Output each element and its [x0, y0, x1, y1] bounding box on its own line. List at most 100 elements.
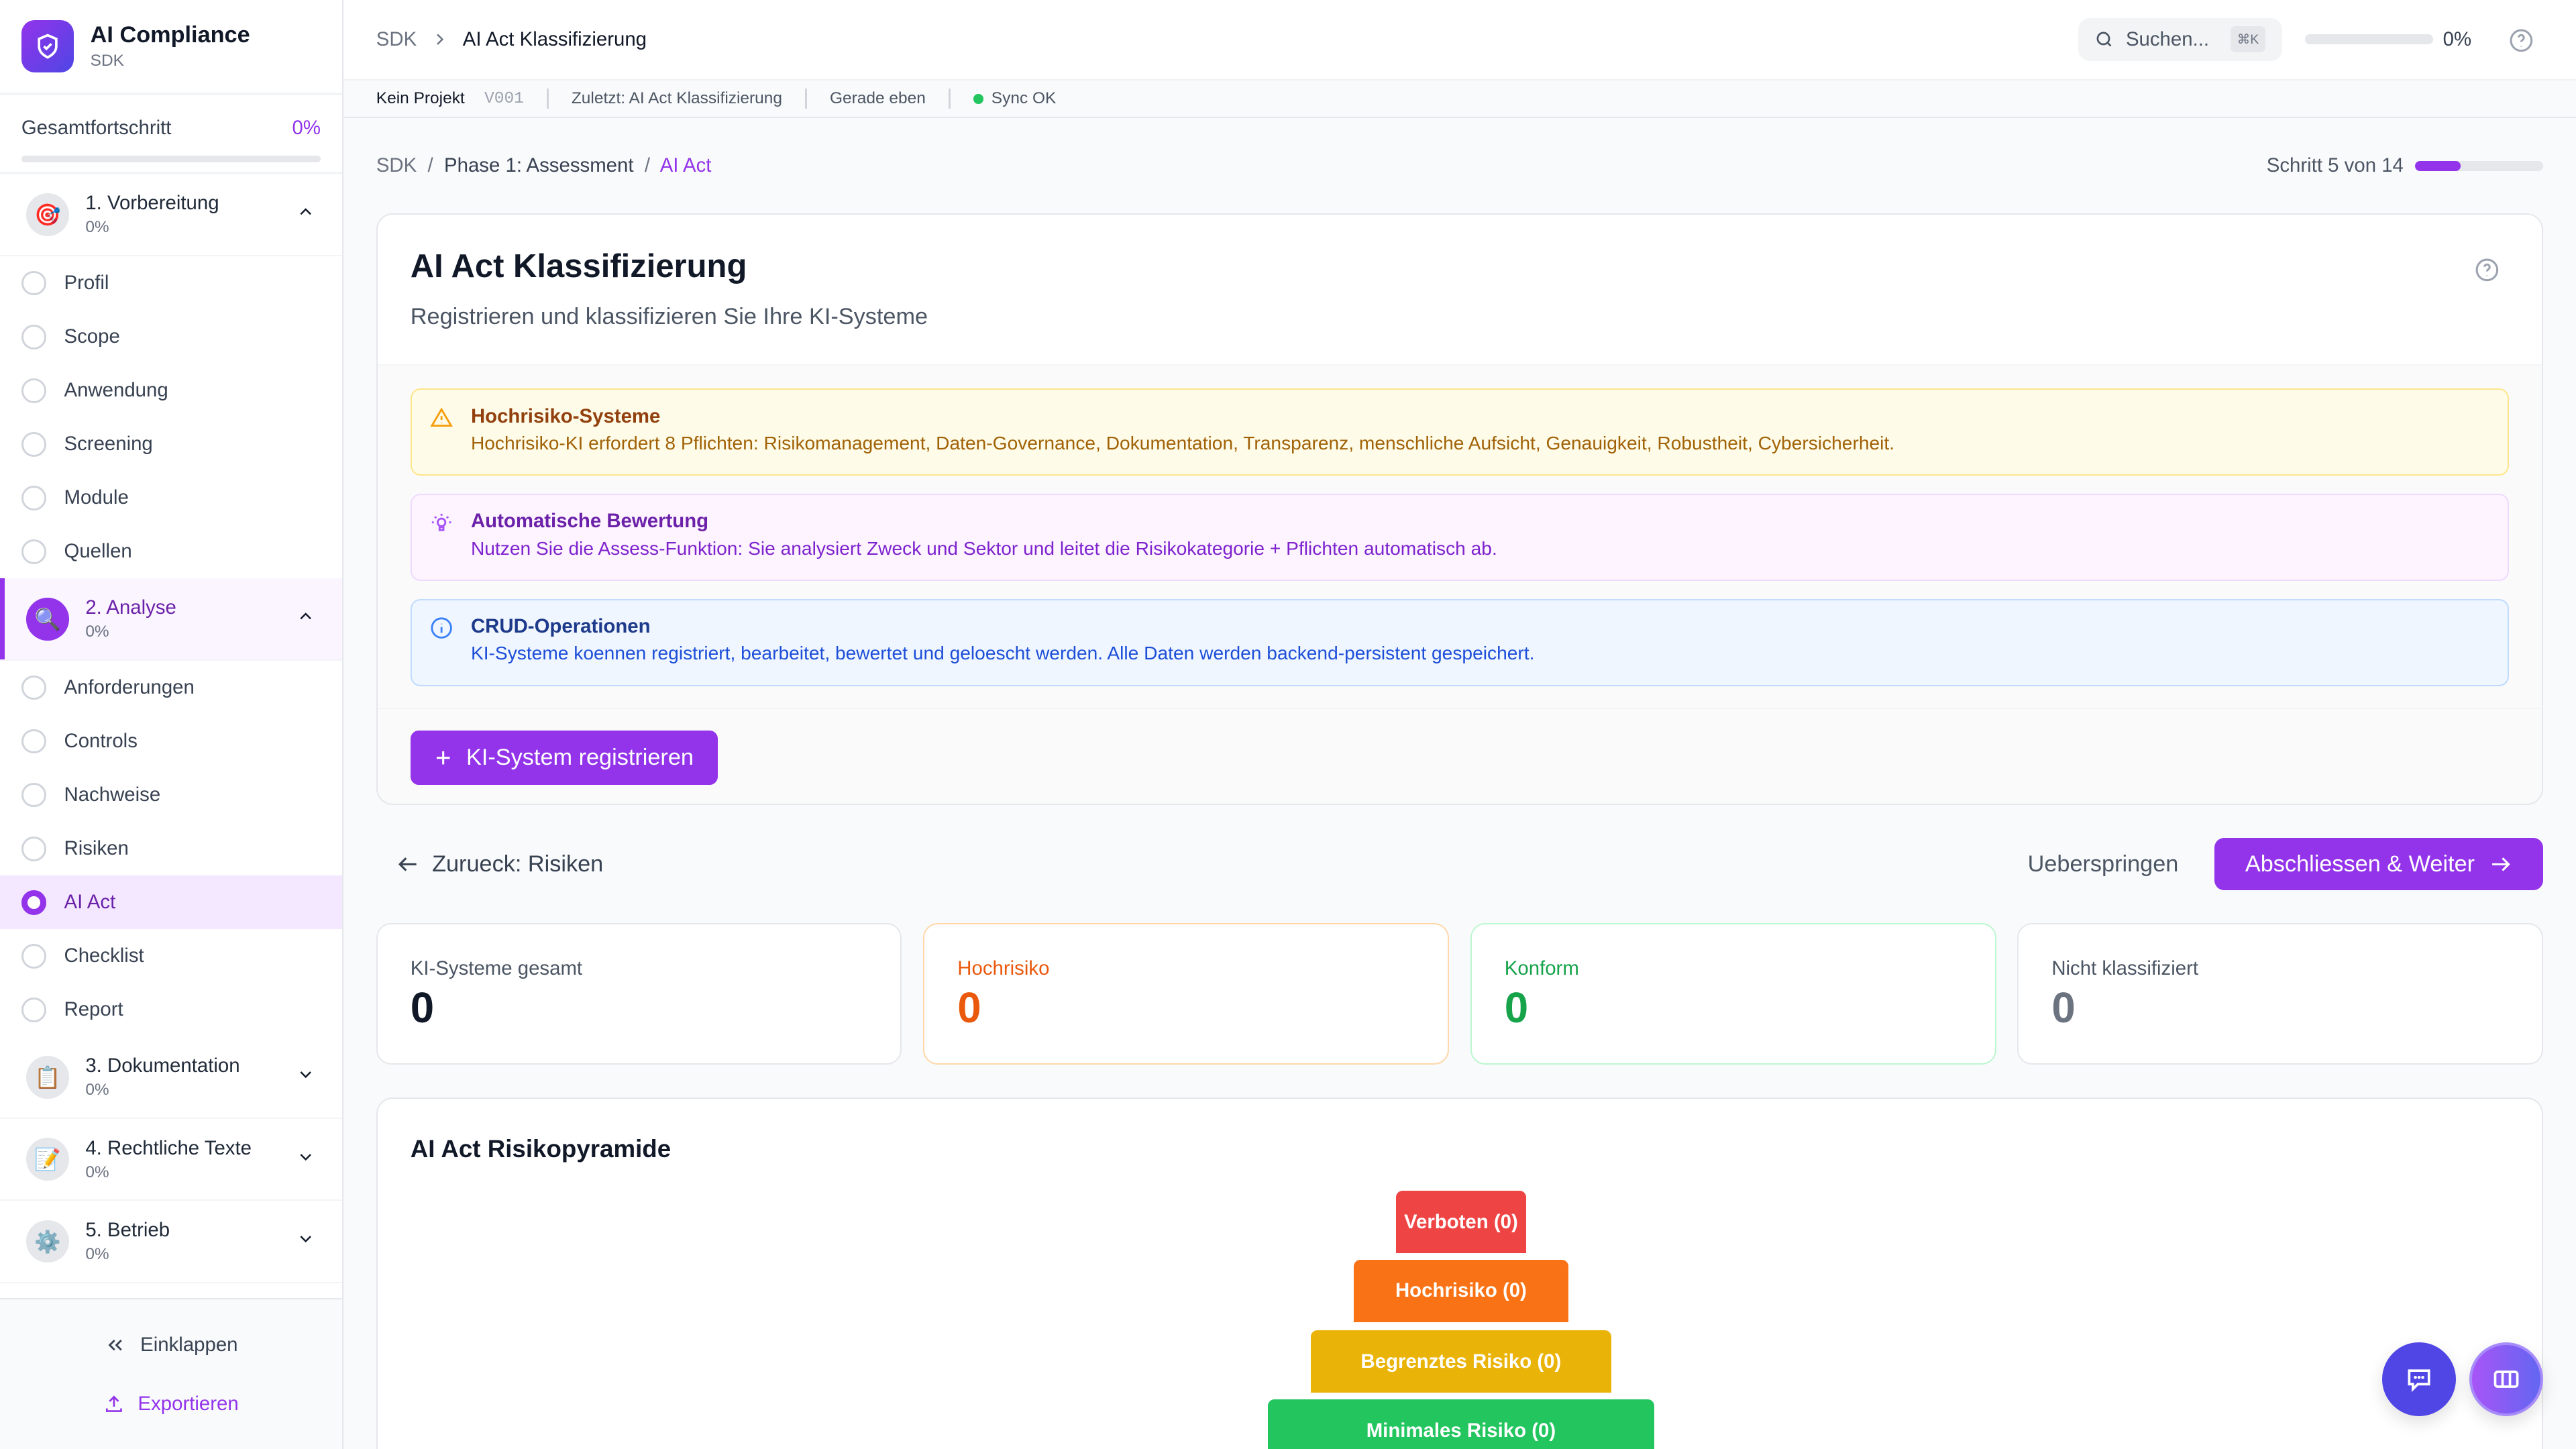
step-status-icon	[21, 378, 46, 403]
sidebar-step[interactable]: Risiken	[0, 822, 342, 875]
register-ai-system-button[interactable]: KI-System registrieren	[410, 730, 718, 785]
project-version: V001	[484, 89, 524, 108]
warning-icon	[430, 407, 453, 427]
progress-bar	[21, 156, 321, 163]
export-button[interactable]: Exportieren	[0, 1386, 342, 1422]
panel-toggle-button[interactable]	[2469, 1342, 2544, 1417]
sidebar-step[interactable]: Screening	[0, 417, 342, 471]
tier-limited-risk[interactable]: Begrenztes Risiko (0)	[1310, 1330, 1611, 1393]
step-label: Controls	[64, 730, 138, 753]
save-time: Gerade eben	[830, 89, 926, 108]
ai-act-card: AI Act Klassifizierung Registrieren und …	[376, 213, 2544, 805]
stat-value: 0	[2051, 984, 2076, 1032]
top-header: SDK AI Act Klassifizierung Suchen... ⌘K …	[343, 0, 2576, 80]
sidebar-step[interactable]: Quellen	[0, 525, 342, 578]
phase-title: 2. Analyse	[85, 596, 176, 619]
alert-crud: CRUD-Operationen KI-Systeme koennen regi…	[410, 598, 2510, 686]
brand-title: AI Compliance	[90, 22, 250, 48]
stat-card-compliant: Konform 0	[1470, 923, 1996, 1065]
stat-value: 0	[1504, 984, 1529, 1032]
step-status-icon	[21, 836, 46, 861]
step-status-icon	[21, 998, 46, 1022]
sidebar-phase-1[interactable]: 🎯 1. Vorbereitung 0%	[0, 174, 342, 257]
progress-value: 0%	[292, 116, 321, 139]
back-label: Zurueck: Risiken	[432, 851, 604, 877]
alert-text: Hochrisiko-KI erfordert 8 Pflichten: Ris…	[470, 432, 1895, 453]
phase-icon: 🔍	[26, 597, 69, 641]
lightbulb-icon	[431, 513, 451, 531]
sidebar-step[interactable]: Anforderungen	[0, 661, 342, 714]
help-icon[interactable]	[2509, 28, 2534, 53]
chevron-down-icon[interactable]	[296, 1229, 315, 1248]
sidebar-step[interactable]: AI Act	[0, 875, 342, 930]
phase-icon: ⚙️	[26, 1220, 69, 1263]
phase-progress: 0%	[85, 1163, 109, 1181]
help-icon[interactable]	[2475, 258, 2500, 282]
sync-status: Sync OK	[991, 89, 1057, 108]
sidebar-phase-4[interactable]: 📝 4. Rechtliche Texte 0%	[0, 1119, 342, 1201]
sidebar-phase-5[interactable]: ⚙️ 5. Betrieb 0%	[0, 1201, 342, 1283]
step-status-icon	[21, 890, 46, 915]
chevron-up-icon[interactable]	[296, 202, 315, 221]
sidebar-step[interactable]: Controls	[0, 714, 342, 768]
header-progress-bar	[2304, 34, 2433, 45]
sidebar-step[interactable]: Report	[0, 983, 342, 1036]
risk-pyramid-card: AI Act Risikopyramide Verboten (0) Hochr…	[376, 1097, 2544, 1449]
step-label: Quellen	[64, 540, 132, 563]
chevron-up-icon[interactable]	[296, 606, 315, 626]
search-button[interactable]: Suchen... ⌘K	[2078, 17, 2282, 61]
sidebar-step[interactable]: Scope	[0, 310, 342, 364]
phase-icon: 📝	[26, 1138, 69, 1181]
phase-icon: 📋	[26, 1055, 69, 1099]
complete-next-button[interactable]: Abschliessen & Weiter	[2214, 837, 2544, 891]
alert-high-risk: Hochrisiko-Systeme Hochrisiko-KI erforde…	[410, 388, 2510, 476]
chat-button[interactable]	[2382, 1342, 2457, 1417]
sidebar-step[interactable]: Profil	[0, 256, 342, 310]
search-placeholder: Suchen...	[2125, 28, 2210, 50]
skip-button[interactable]: Ueberspringen	[2027, 851, 2179, 877]
sidebar-step[interactable]: Checklist	[0, 929, 342, 983]
chevron-down-icon[interactable]	[296, 1065, 315, 1084]
tier-prohibited[interactable]: Verboten (0)	[1396, 1191, 1526, 1254]
phase-title: 5. Betrieb	[85, 1219, 170, 1242]
step-label: Screening	[64, 433, 153, 455]
sidebar-step[interactable]: Anwendung	[0, 364, 342, 417]
phase-title: 4. Rechtliche Texte	[85, 1136, 252, 1159]
phase-icon: 🎯	[26, 193, 69, 236]
sidebar-step[interactable]: Nachweise	[0, 768, 342, 822]
sidebar-step[interactable]: Module	[0, 471, 342, 525]
chevron-down-icon[interactable]	[296, 1147, 315, 1167]
breadcrumb: SDK / Phase 1: Assessment / AI Act	[376, 154, 712, 177]
collapse-button[interactable]: Einklappen	[0, 1327, 342, 1363]
stat-label: Nicht klassifiziert	[2051, 957, 2199, 980]
step-status-icon	[21, 539, 46, 564]
sidebar-phase-3[interactable]: 📋 3. Dokumentation 0%	[0, 1036, 342, 1119]
step-label: Checklist	[64, 945, 144, 967]
plus-icon	[436, 751, 450, 765]
alert-text: KI-Systeme koennen registriert, bearbeit…	[470, 643, 1535, 664]
columns-icon	[2493, 1371, 2519, 1388]
breadcrumb-item[interactable]: SDK	[376, 154, 417, 177]
chat-icon	[2408, 1369, 2430, 1393]
tier-minimal-risk[interactable]: Minimales Risiko (0)	[1268, 1399, 1654, 1449]
phase-progress: 0%	[85, 1081, 109, 1099]
alert-text: Nutzen Sie die Assess-Funktion: Sie anal…	[470, 537, 1497, 559]
info-icon	[431, 617, 452, 639]
step-label: Nachweise	[64, 784, 161, 806]
header-crumb-root[interactable]: SDK	[376, 28, 417, 50]
upload-icon	[106, 1395, 122, 1413]
progress-label: Gesamtfortschritt	[21, 116, 172, 139]
step-status-icon	[21, 270, 46, 296]
breadcrumb-item[interactable]: Phase 1: Assessment	[444, 154, 634, 177]
export-label: Exportieren	[138, 1393, 239, 1415]
sidebar-phase-2[interactable]: 🔍 2. Analyse 0%	[0, 578, 342, 661]
pyramid-title: AI Act Risikopyramide	[410, 1134, 672, 1163]
back-button[interactable]: Zurueck: Risiken	[396, 851, 603, 877]
tier-high-risk[interactable]: Hochrisiko (0)	[1353, 1259, 1569, 1322]
stat-label: KI-Systeme gesamt	[410, 957, 583, 980]
phase-title: 3. Dokumentation	[85, 1055, 240, 1077]
phase-progress: 0%	[85, 623, 109, 641]
phase-progress: 0%	[85, 1245, 109, 1263]
step-status-icon	[21, 675, 46, 700]
stat-label: Hochrisiko	[957, 957, 1050, 980]
